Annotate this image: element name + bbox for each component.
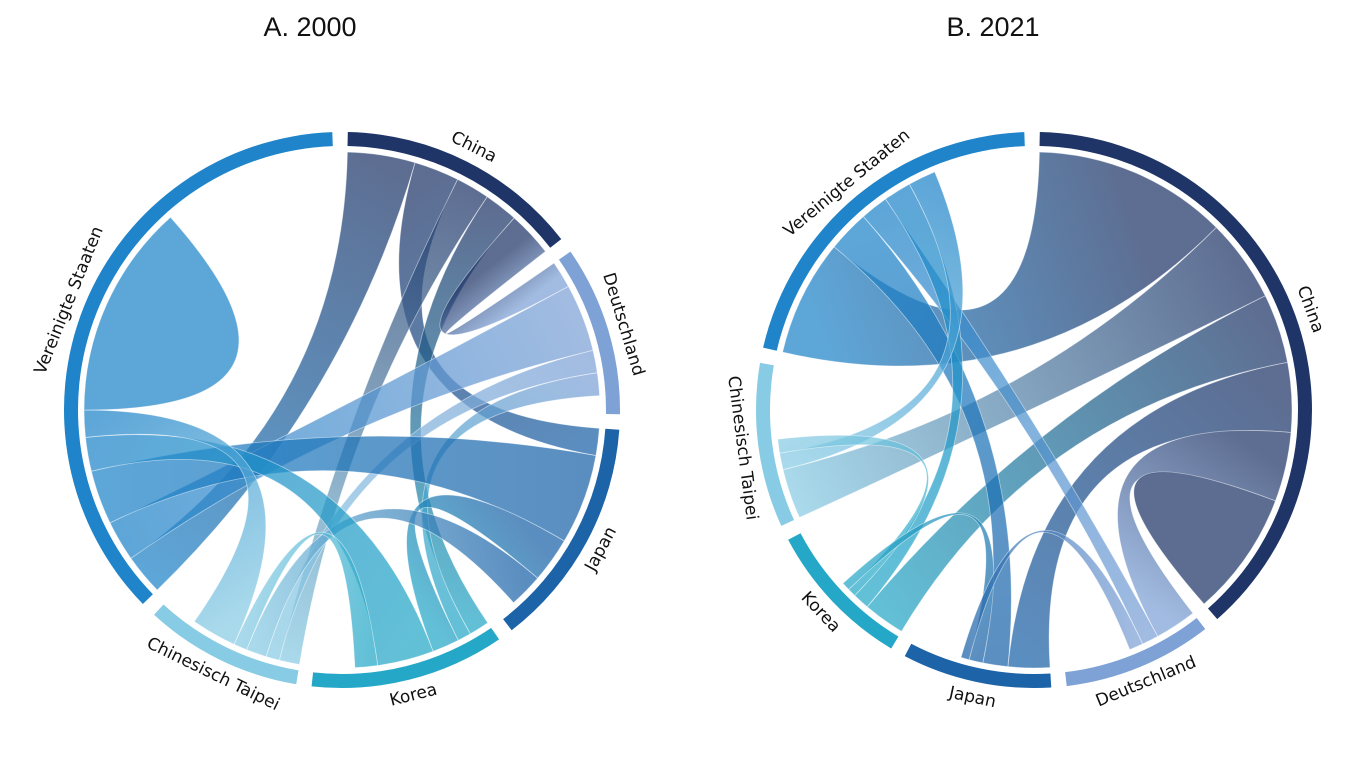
ribbon-china-to-vereinigte-staaten — [782, 151, 1217, 367]
segment-korea — [311, 627, 500, 688]
ribbon-deutschland-to-korea — [421, 372, 601, 641]
ribbon-japan-to-chinesisch-taipei — [246, 508, 539, 658]
ribbon-vereinigte-staaten-to-chinesisch-taipei — [779, 171, 964, 471]
segment-japan — [904, 643, 1052, 688]
ribbon-deutschland-to-vereinigte-staaten — [109, 285, 594, 559]
ribbon-japan-to-korea — [406, 494, 565, 652]
ribbon-korea-to-chinesisch-taipei — [233, 532, 379, 669]
ribbons-1 — [777, 151, 1293, 669]
ribbon-vereinigte-staaten-to-vereinigte-staaten — [83, 216, 240, 411]
ribbon-china-to-china — [1133, 471, 1276, 605]
label-chinesisch-taipei: Chinesisch Taipei — [723, 375, 762, 522]
ribbon-chinesisch-taipei-to-korea — [777, 434, 929, 597]
ribbon-china-to-chinesisch-taipei — [278, 178, 488, 665]
segment-chinesisch-taipei — [154, 604, 299, 685]
label-japan: Japan — [946, 683, 998, 713]
label-korea: Korea — [388, 680, 440, 711]
segment-vereinigte-staaten — [763, 132, 1025, 351]
chart-b-title: B. 2021 — [946, 12, 1040, 42]
ribbon-deutschland-to-chinesisch-taipei — [265, 349, 598, 661]
segment-korea — [788, 533, 899, 649]
ribbon-china-to-vereinigte-staaten — [130, 151, 416, 591]
segment-deutschland — [1065, 617, 1206, 687]
segment-deutschland — [558, 251, 620, 415]
segment-japan — [503, 428, 620, 631]
segment-vereinigte-staaten — [63, 132, 333, 604]
chart-a-title: A. 2000 — [263, 12, 357, 42]
segment-china — [347, 132, 562, 248]
ribbons-0 — [83, 151, 601, 669]
ribbon-deutschland-to-japan — [960, 529, 1144, 661]
ribbon-chinesisch-taipei-to-vereinigte-staaten — [83, 409, 267, 645]
ribbon-china-to-deutschland — [439, 217, 569, 336]
segment-chinesisch-taipei — [756, 362, 795, 526]
